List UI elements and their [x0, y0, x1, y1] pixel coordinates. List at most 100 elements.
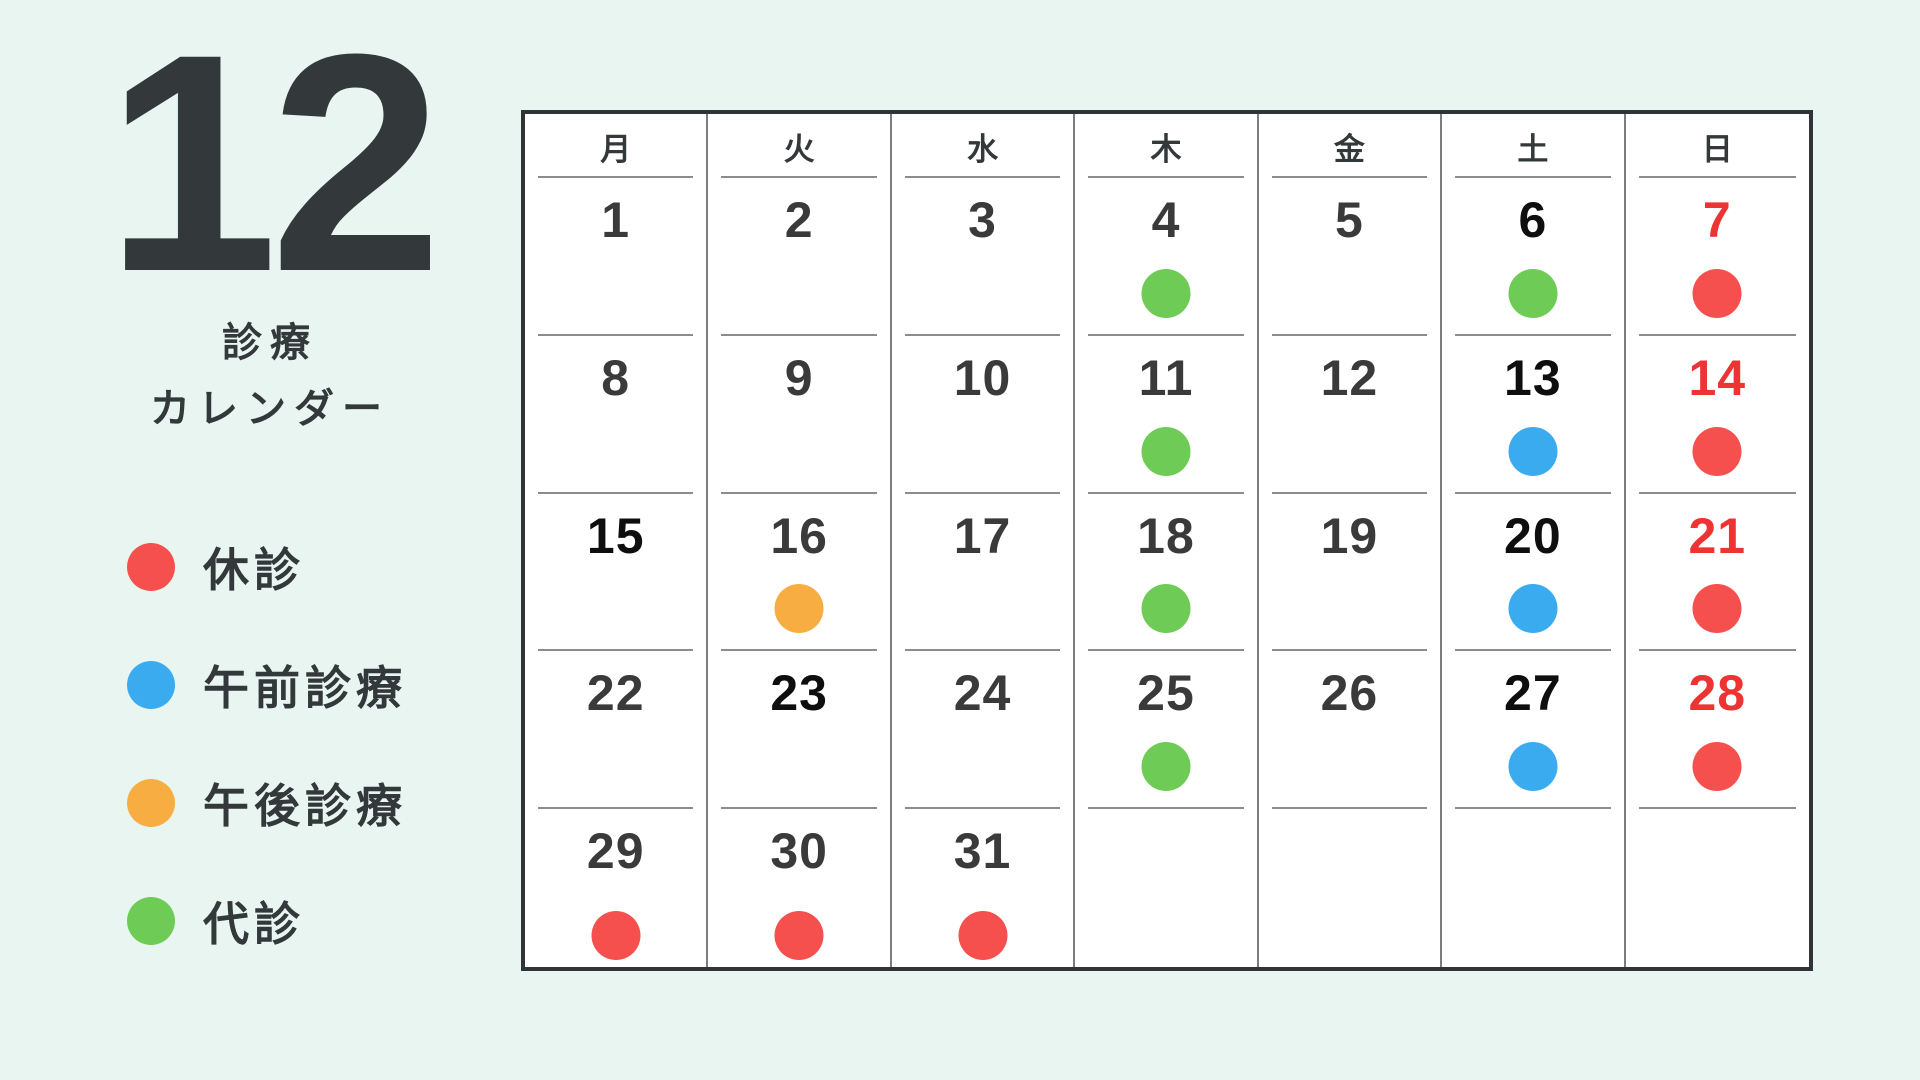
weekday-header-label: 日	[1701, 131, 1733, 167]
status-dot-am-icon	[1508, 742, 1558, 792]
day-number: 5	[1335, 192, 1364, 248]
legend-dot-substitute-icon	[127, 896, 175, 945]
weekday-header-1: 月	[525, 114, 709, 178]
calendar-panel: 月火水木金土日 1 2 3 4 5 6 7 8 9 10 11 12 13 14 15 16 17 18 19 20 21…	[521, 110, 1813, 971]
status-dot-closed-icon	[591, 911, 641, 960]
day-number: 21	[1688, 507, 1747, 564]
day-number: 29	[586, 823, 645, 880]
status-dot-closed-icon	[1692, 584, 1742, 634]
weekday-header-label: 金	[1333, 131, 1365, 167]
calendar-day-cell-13: 13	[1442, 335, 1626, 494]
month-number: 12	[105, 0, 443, 336]
calendar-day-cell-29: 29	[525, 809, 709, 967]
legend-item-substitute: 代診	[127, 888, 305, 954]
weekday-header-label: 月	[600, 131, 632, 167]
calendar-grid: 月火水木金土日 1 2 3 4 5 6 7 8 9 10 11 12 13 14 15 16 17 18 19 20 21…	[525, 114, 1809, 967]
status-dot-closed-icon	[1692, 268, 1742, 318]
status-dot-closed-icon	[1692, 426, 1742, 476]
day-number: 7	[1702, 192, 1732, 248]
legend-item-pm: 午後診療	[127, 770, 407, 836]
day-number: 23	[770, 665, 828, 722]
status-dot-am-icon	[1508, 426, 1558, 476]
day-number: 17	[953, 507, 1012, 564]
weekday-header-4: 木	[1075, 114, 1259, 178]
weekday-header-label: 水	[967, 131, 999, 167]
calendar-day-cell-2: 2	[708, 178, 892, 336]
calendar-day-cell-5: 5	[1259, 178, 1443, 336]
legend-dot-closed-icon	[127, 542, 175, 591]
left-panel: 12 診療 カレンダー 休診午前診療午後診療代診	[55, 0, 485, 954]
calendar-day-cell-28: 28	[1626, 651, 1809, 809]
day-number: 2	[784, 192, 814, 248]
weekday-header-2: 火	[708, 114, 892, 178]
weekday-header-label: 木	[1150, 131, 1182, 167]
legend-label-substitute: 代診	[203, 897, 305, 950]
weekday-header-label: 土	[1517, 131, 1549, 167]
legend: 休診午前診療午後診療代診	[55, 534, 485, 954]
day-number: 22	[586, 665, 645, 722]
calendar-day-cell-9: 9	[708, 335, 892, 494]
day-number: 26	[1320, 665, 1379, 722]
weekday-header-6: 土	[1442, 114, 1626, 178]
day-number: 25	[1137, 665, 1195, 722]
status-dot-substitute-icon	[1508, 268, 1558, 318]
day-number: 15	[586, 507, 645, 564]
status-dot-am-icon	[1508, 584, 1558, 634]
calendar-day-cell-15: 15	[525, 493, 709, 652]
day-number: 24	[953, 665, 1012, 722]
calendar-day-cell-1: 1	[525, 178, 709, 336]
subtitle-line-1: 診療	[222, 320, 318, 365]
day-number: 19	[1320, 507, 1379, 564]
calendar-day-cell-19: 19	[1259, 493, 1443, 652]
day-number: 27	[1504, 665, 1562, 722]
calendar-day-cell-14: 14	[1626, 336, 1809, 494]
calendar-day-cell-8: 8	[525, 335, 709, 494]
calendar-day-cell-30: 30	[708, 809, 892, 967]
calendar-subtitle: 診療 カレンダー	[55, 310, 485, 442]
calendar-day-cell-3: 3	[892, 178, 1076, 336]
day-number: 28	[1688, 665, 1747, 722]
day-number: 30	[770, 823, 828, 880]
calendar-day-cell-empty	[1075, 809, 1259, 967]
status-dot-substitute-icon	[1141, 268, 1191, 318]
calendar-day-cell-20: 20	[1442, 493, 1626, 652]
calendar-day-cell-10: 10	[892, 335, 1076, 494]
day-number: 6	[1518, 192, 1548, 248]
day-number: 10	[953, 349, 1012, 406]
calendar-day-cell-empty	[1259, 809, 1443, 967]
calendar-day-cell-6: 6	[1442, 178, 1626, 336]
weekday-header-5: 金	[1259, 114, 1443, 178]
calendar-day-cell-12: 12	[1259, 335, 1443, 494]
day-number: 11	[1138, 349, 1194, 406]
calendar-day-cell-22: 22	[525, 651, 709, 810]
calendar-day-cell-21: 21	[1626, 494, 1809, 652]
calendar-day-cell-17: 17	[892, 493, 1076, 652]
calendar-day-cell-11: 11	[1075, 335, 1259, 494]
calendar-day-cell-24: 24	[892, 651, 1076, 810]
day-number: 18	[1137, 507, 1195, 564]
day-number: 12	[1320, 349, 1379, 406]
calendar-day-cell-7: 7	[1626, 178, 1809, 336]
calendar-day-cell-16: 16	[708, 493, 892, 652]
calendar-day-cell-empty	[1626, 809, 1809, 967]
day-number: 1	[601, 192, 631, 248]
weekday-header-3: 水	[892, 114, 1076, 178]
status-dot-closed-icon	[774, 911, 824, 960]
legend-item-closed: 休診	[127, 534, 305, 600]
calendar-day-cell-18: 18	[1075, 493, 1259, 652]
weekday-header-label: 火	[783, 131, 815, 167]
day-number: 31	[953, 823, 1012, 880]
day-number: 13	[1504, 349, 1562, 406]
legend-label-am: 午前診療	[203, 661, 407, 714]
status-dot-substitute-icon	[1141, 742, 1191, 792]
weekday-header-7: 日	[1626, 114, 1809, 178]
day-number: 14	[1688, 349, 1747, 406]
legend-dot-pm-icon	[127, 778, 175, 827]
status-dot-closed-icon	[1692, 742, 1742, 792]
legend-dot-am-icon	[127, 660, 175, 709]
status-dot-substitute-icon	[1141, 584, 1191, 634]
legend-item-am: 午前診療	[127, 652, 407, 718]
calendar-day-cell-31: 31	[892, 809, 1076, 967]
subtitle-line-2: カレンダー	[150, 386, 390, 431]
calendar-day-cell-23: 23	[708, 651, 892, 810]
